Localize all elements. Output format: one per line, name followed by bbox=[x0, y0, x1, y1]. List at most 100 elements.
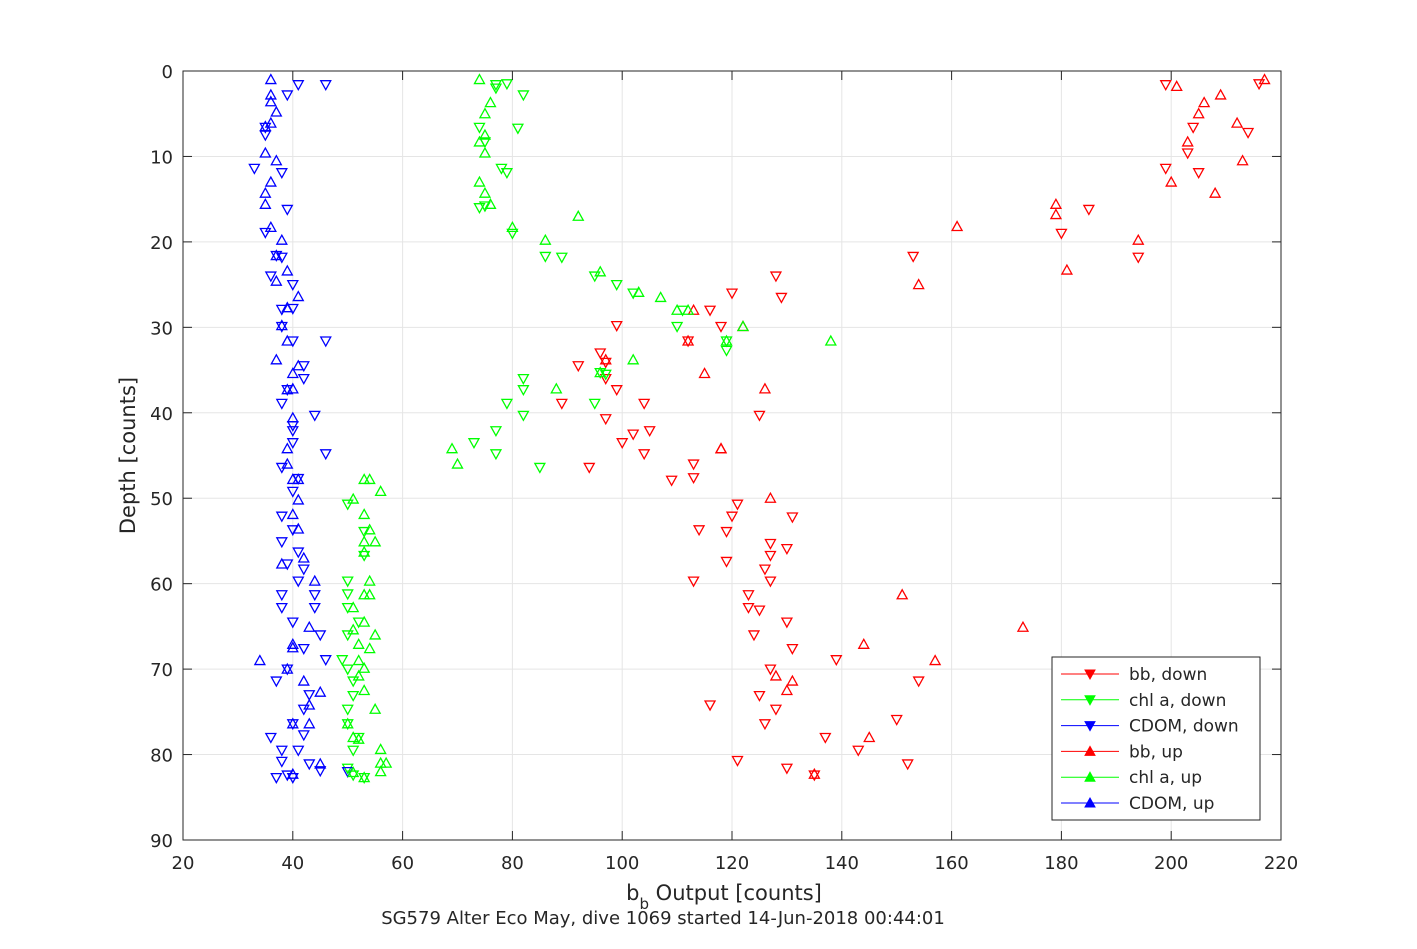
data-point bbox=[275, 602, 288, 614]
data-point bbox=[478, 128, 492, 140]
data-point bbox=[286, 411, 299, 423]
data-point bbox=[369, 628, 382, 640]
data-point bbox=[297, 564, 310, 576]
data-point bbox=[264, 73, 277, 85]
data-point bbox=[1192, 168, 1205, 180]
data-point bbox=[369, 702, 382, 714]
data-point bbox=[780, 763, 794, 775]
chart-title: SG579 Alter Eco May, dive 1069 started 1… bbox=[381, 908, 945, 929]
data-point bbox=[550, 382, 563, 394]
data-point bbox=[780, 617, 794, 629]
data-point bbox=[281, 204, 294, 216]
data-point bbox=[890, 714, 903, 726]
data-point bbox=[1016, 620, 1030, 632]
data-point bbox=[478, 186, 492, 198]
data-point bbox=[775, 292, 788, 304]
y-tick-label: 80 bbox=[150, 746, 173, 767]
data-point bbox=[478, 201, 492, 213]
data-point bbox=[297, 643, 310, 655]
legend-marker bbox=[1084, 771, 1096, 782]
data-point bbox=[308, 602, 321, 614]
data-point bbox=[347, 601, 360, 613]
data-point bbox=[500, 79, 514, 91]
data-point bbox=[264, 95, 277, 107]
data-point bbox=[275, 252, 288, 264]
data-point bbox=[286, 617, 299, 629]
data-point bbox=[616, 438, 629, 450]
data-point bbox=[264, 221, 277, 233]
data-point bbox=[473, 175, 486, 187]
data-point bbox=[764, 550, 777, 562]
data-point bbox=[253, 654, 266, 666]
data-point bbox=[769, 271, 783, 283]
data-point bbox=[314, 766, 327, 778]
data-point bbox=[1192, 107, 1205, 119]
data-point bbox=[341, 717, 354, 729]
data-point bbox=[687, 459, 700, 471]
data-point bbox=[275, 321, 288, 333]
data-point bbox=[1236, 154, 1249, 166]
x-axis-label-rest: Output [counts] bbox=[649, 881, 822, 905]
data-point bbox=[270, 154, 283, 166]
data-point bbox=[292, 576, 305, 588]
data-point bbox=[358, 684, 371, 696]
data-point bbox=[742, 602, 755, 614]
data-point bbox=[297, 551, 310, 563]
data-point bbox=[297, 704, 310, 716]
data-point bbox=[632, 285, 645, 297]
data-point bbox=[467, 438, 481, 450]
data-point bbox=[687, 473, 700, 485]
data-point bbox=[281, 662, 294, 674]
data-point bbox=[281, 301, 294, 313]
data-point bbox=[286, 279, 299, 291]
data-point bbox=[484, 197, 497, 209]
x-tick-label: 180 bbox=[1044, 853, 1078, 874]
data-point bbox=[1187, 122, 1200, 134]
data-point bbox=[275, 304, 288, 316]
data-point bbox=[286, 382, 299, 394]
data-point bbox=[347, 623, 360, 635]
y-tick-label: 70 bbox=[150, 660, 173, 681]
data-point bbox=[654, 291, 667, 303]
data-point bbox=[786, 674, 799, 686]
data-points bbox=[248, 73, 1271, 784]
data-point bbox=[286, 486, 299, 498]
data-point bbox=[1165, 175, 1178, 187]
data-point bbox=[670, 303, 684, 315]
x-tick-label: 40 bbox=[281, 853, 304, 874]
data-point bbox=[1049, 208, 1063, 220]
data-point bbox=[758, 719, 772, 731]
x-axis-label-main: b bbox=[626, 881, 639, 905]
data-point bbox=[281, 457, 294, 469]
data-point bbox=[281, 90, 294, 102]
data-point bbox=[286, 438, 299, 450]
data-point bbox=[297, 674, 310, 686]
data-point bbox=[374, 743, 387, 755]
data-point bbox=[303, 690, 316, 702]
data-point bbox=[259, 146, 272, 158]
data-point bbox=[347, 731, 360, 743]
data-point bbox=[929, 654, 942, 666]
legend-label: bb, down bbox=[1129, 665, 1207, 685]
data-point bbox=[665, 475, 678, 487]
data-point bbox=[292, 522, 305, 534]
data-point bbox=[347, 690, 360, 702]
data-point bbox=[489, 80, 503, 92]
legend-label: CDOM, down bbox=[1129, 717, 1239, 737]
data-point bbox=[583, 462, 596, 474]
data-point bbox=[358, 526, 371, 538]
data-point bbox=[517, 90, 530, 102]
data-point bbox=[281, 442, 294, 454]
data-point bbox=[341, 664, 354, 676]
data-point bbox=[341, 576, 354, 588]
data-point bbox=[281, 334, 294, 346]
data-point bbox=[643, 426, 656, 438]
data-point bbox=[627, 429, 640, 441]
data-point bbox=[638, 449, 651, 461]
data-point bbox=[1082, 204, 1095, 216]
data-point bbox=[506, 221, 519, 233]
data-point bbox=[270, 353, 283, 365]
data-point bbox=[769, 704, 783, 716]
data-point bbox=[489, 83, 503, 95]
